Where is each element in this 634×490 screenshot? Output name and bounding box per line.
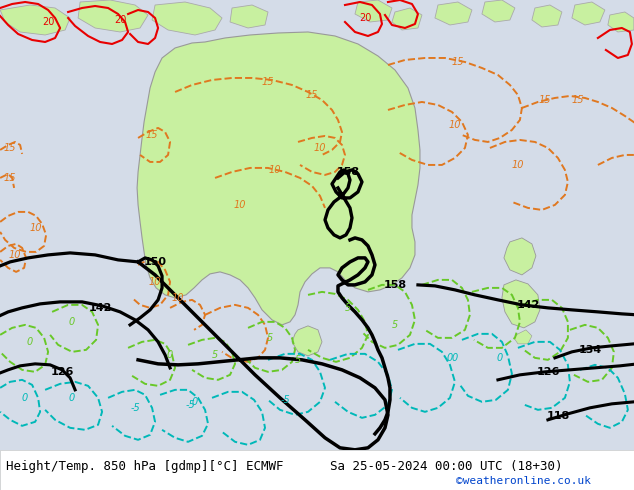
Text: 15: 15: [262, 77, 275, 87]
Text: 142: 142: [88, 303, 112, 313]
Text: 10: 10: [9, 250, 22, 260]
Text: 15: 15: [4, 143, 16, 153]
Polygon shape: [152, 2, 222, 35]
Text: 0: 0: [69, 317, 75, 327]
Text: 5: 5: [392, 320, 398, 330]
Text: 20: 20: [42, 17, 55, 27]
Text: 5: 5: [295, 355, 301, 365]
Polygon shape: [435, 2, 472, 25]
Text: 0: 0: [27, 337, 33, 347]
Polygon shape: [0, 5, 70, 35]
Text: 10: 10: [30, 223, 42, 233]
Text: Sa 25-05-2024 00:00 UTC (18+30): Sa 25-05-2024 00:00 UTC (18+30): [330, 460, 562, 473]
Text: 20: 20: [359, 13, 371, 23]
Text: 5: 5: [212, 350, 218, 360]
Text: 0: 0: [167, 350, 173, 360]
Text: 10: 10: [234, 200, 246, 210]
Polygon shape: [572, 2, 605, 25]
Text: -5: -5: [130, 403, 140, 413]
Polygon shape: [502, 280, 540, 328]
Text: 10: 10: [512, 160, 524, 170]
Text: 20: 20: [114, 15, 126, 25]
Text: 0: 0: [447, 353, 453, 363]
Polygon shape: [292, 326, 322, 356]
Polygon shape: [482, 0, 515, 22]
Text: 0: 0: [192, 397, 198, 407]
Text: 5: 5: [345, 303, 351, 313]
Text: 10: 10: [172, 293, 184, 303]
Polygon shape: [355, 0, 392, 22]
Polygon shape: [137, 32, 420, 325]
Text: -5: -5: [280, 395, 290, 405]
Text: 126: 126: [536, 367, 560, 377]
Text: 15: 15: [572, 95, 584, 105]
Text: 15: 15: [146, 130, 158, 140]
Text: 10: 10: [314, 143, 327, 153]
Text: 158: 158: [384, 280, 406, 290]
Text: 0: 0: [497, 353, 503, 363]
Polygon shape: [230, 5, 268, 28]
Text: 10: 10: [149, 277, 161, 287]
Text: 15: 15: [306, 90, 318, 100]
Polygon shape: [78, 0, 148, 32]
Text: ©weatheronline.co.uk: ©weatheronline.co.uk: [456, 476, 592, 486]
Text: 15: 15: [451, 57, 464, 67]
Polygon shape: [504, 238, 536, 275]
Text: 10: 10: [449, 120, 461, 130]
Polygon shape: [532, 5, 562, 27]
Text: 134: 134: [578, 345, 602, 355]
Text: 158: 158: [337, 167, 359, 177]
Text: 142: 142: [516, 300, 540, 310]
Text: -5: -5: [185, 400, 195, 410]
Text: 10: 10: [269, 165, 281, 175]
Polygon shape: [392, 8, 422, 30]
Text: 0: 0: [69, 393, 75, 403]
Text: 15: 15: [4, 173, 16, 183]
Text: 150: 150: [143, 257, 167, 267]
Polygon shape: [514, 330, 532, 344]
Text: 126: 126: [51, 367, 74, 377]
Text: Height/Temp. 850 hPa [gdmp][°C] ECMWF: Height/Temp. 850 hPa [gdmp][°C] ECMWF: [6, 460, 284, 473]
Text: 15: 15: [539, 95, 551, 105]
Text: 5: 5: [267, 333, 273, 343]
Text: 0: 0: [22, 393, 29, 403]
Text: 118: 118: [547, 411, 569, 421]
Text: 0: 0: [452, 353, 458, 363]
Polygon shape: [608, 12, 634, 32]
